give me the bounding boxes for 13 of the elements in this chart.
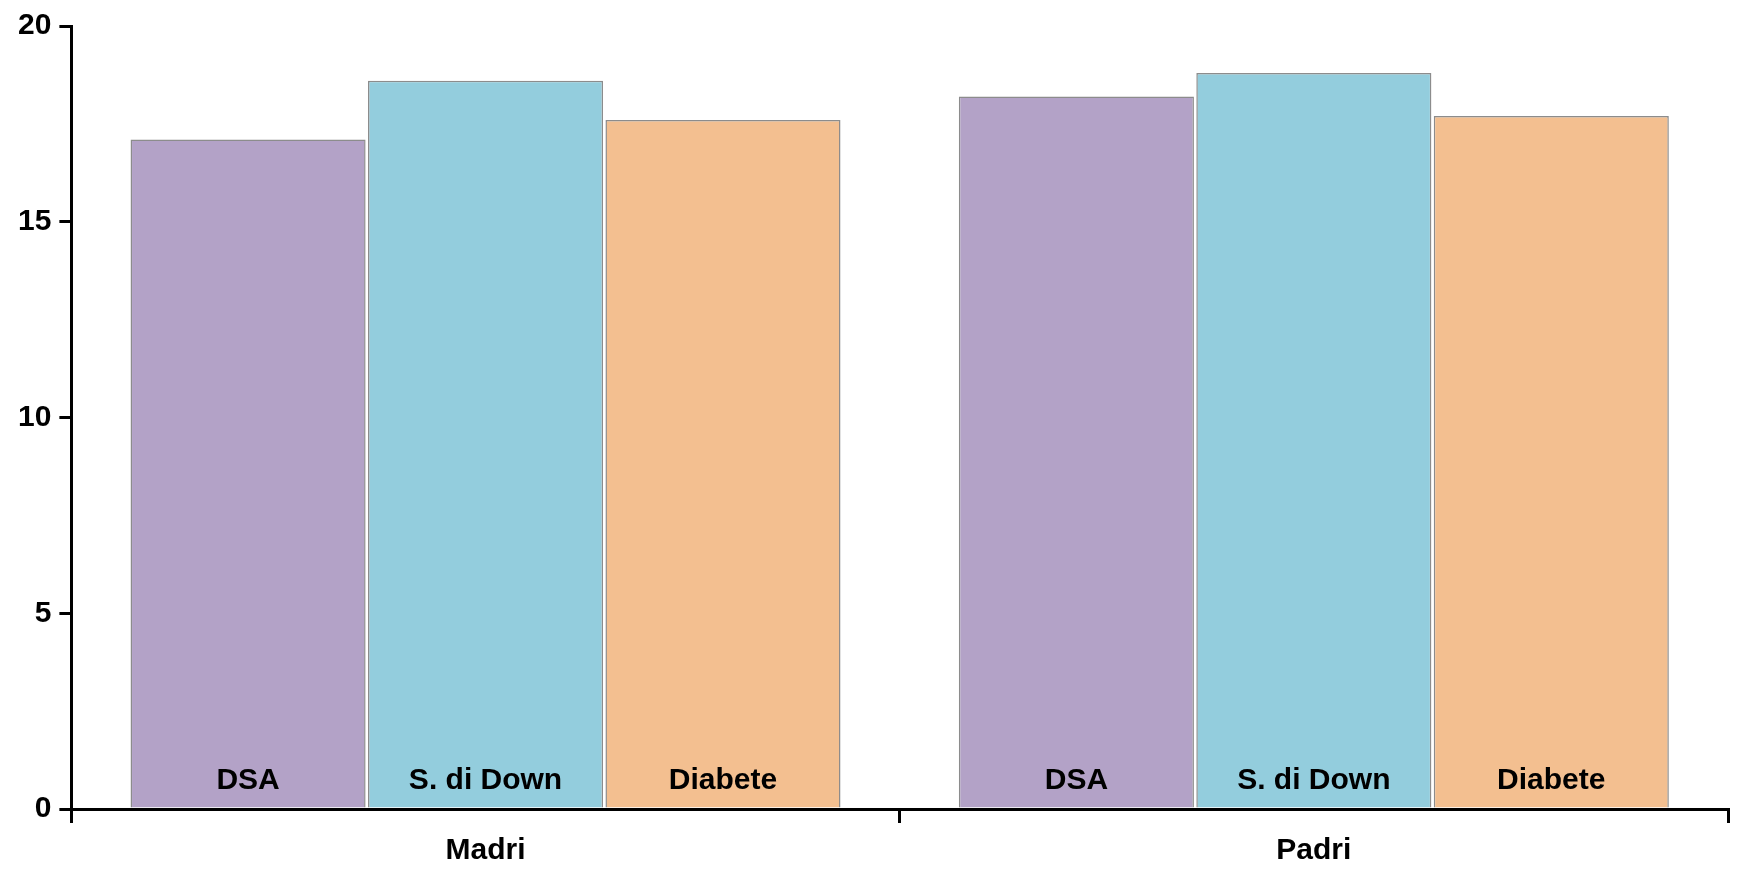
series-label: DSA [216,761,280,795]
text: S. di Down [1237,761,1391,795]
y-tick-label: 10 [17,398,52,432]
y-tick-label: 5 [34,594,52,628]
x-tick-label: Padri [1276,832,1352,866]
y-tick-label: 0 [34,790,52,824]
text: DSA [1044,761,1109,795]
y-tick-label: 20 [17,7,52,41]
series-label: S. di Down [408,761,563,795]
x-tick-label: Madri [445,832,526,866]
series-label: Diabete [668,761,778,795]
text: Diabete [1497,761,1606,795]
y-tick-label: 15 [17,203,52,237]
